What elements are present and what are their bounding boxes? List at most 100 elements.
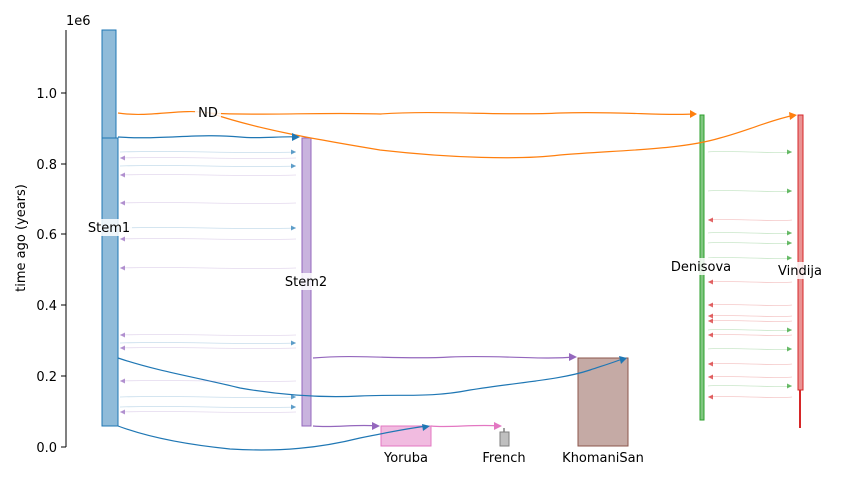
migration-line: [707, 348, 793, 350]
y-axis-title: time ago (years): [14, 184, 29, 292]
migration-arrowhead: [708, 313, 713, 319]
migration-line: [119, 342, 297, 344]
migration-arrowhead: [120, 200, 125, 206]
deme-box-vindija: [797, 114, 804, 391]
migration-line: [119, 411, 297, 413]
migration-lines: [119, 149, 793, 415]
arrow-stem1-yoruba: [422, 424, 430, 431]
migration-line: [119, 174, 297, 176]
migration-arrowhead: [291, 340, 296, 346]
label-bg-denisova: [668, 258, 734, 275]
deme-label-denisova: Denisova: [671, 260, 731, 275]
migration-line: [119, 165, 297, 167]
migration-line: [707, 219, 793, 221]
label-bg-stem1: [86, 219, 132, 236]
arrowheads: [292, 110, 797, 431]
line-stem1-to-stem2: [117, 135, 299, 139]
migration-line: [707, 320, 793, 322]
migration-arrowhead: [120, 345, 125, 351]
migration-line: [119, 380, 297, 382]
migration-line: [707, 190, 793, 192]
line-stem2-to-yoruba: [312, 424, 379, 428]
migration-arrowhead: [708, 361, 713, 367]
y-tick-label-4: 0.8: [36, 158, 57, 173]
migration-line: [707, 232, 793, 234]
y-ticks: 0.0 0.2 0.4 0.6 0.8 1.0: [36, 87, 66, 456]
deme-label-yoruba: Yoruba: [383, 451, 428, 466]
migration-line: [119, 406, 297, 408]
arrow-stem2-khomanisan: [569, 353, 577, 361]
deme-box-french: [499, 431, 510, 447]
deme-box-nd: [101, 29, 117, 139]
migration-line: [119, 238, 297, 240]
migration-arrowhead: [787, 188, 792, 194]
migration-arrowhead: [787, 255, 792, 261]
migration-line: [119, 157, 297, 159]
migration-arrowhead: [120, 155, 125, 161]
arrow-stem1-stem2: [292, 133, 300, 141]
ancestry-lines: [117, 110, 796, 451]
line-stem1-to-khomanisan: [117, 357, 626, 398]
migration-arrowhead: [291, 163, 296, 169]
migration-line: [119, 267, 297, 269]
line-stem1-to-yoruba: [117, 425, 429, 451]
migration-line: [119, 334, 297, 336]
migration-line: [707, 281, 793, 283]
migration-arrowhead: [708, 217, 713, 223]
line-stem2-to-khomanisan: [312, 355, 576, 359]
migration-arrowhead: [787, 230, 792, 236]
migration-arrowhead: [291, 394, 296, 400]
label-bg-vindija: [776, 262, 824, 279]
arrow-stem2-yoruba: [372, 422, 380, 430]
label-bg-nd: [195, 104, 221, 121]
y-tick-label-3: 0.6: [36, 228, 57, 243]
migration-arrowhead: [708, 279, 713, 285]
deme-label-khomanisan: KhomaniSan: [562, 451, 644, 466]
migration-arrowhead: [787, 149, 792, 155]
migration-line: [119, 347, 297, 349]
migration-arrowhead: [291, 404, 296, 410]
line-nd-to-vindija: [209, 112, 796, 159]
y-tick-label-1: 0.2: [36, 370, 57, 385]
migration-line: [119, 227, 297, 229]
migration-line: [707, 329, 793, 331]
migration-line: [707, 242, 793, 244]
migration-arrowhead: [708, 302, 713, 308]
migration-arrowhead: [708, 394, 713, 400]
migration-arrowhead: [708, 332, 713, 338]
migration-arrowhead: [787, 240, 792, 246]
migration-line: [707, 304, 793, 306]
arrow-nd-denisova: [690, 110, 697, 118]
migration-arrowhead: [708, 318, 713, 324]
label-bg-stem2: [283, 273, 329, 290]
y-tick-label-2: 0.4: [36, 299, 57, 314]
migration-line: [119, 396, 297, 398]
line-yoruba-to-french: [430, 424, 501, 428]
migration-line: [707, 151, 793, 153]
migration-arrowhead: [291, 149, 296, 155]
migration-line: [707, 396, 793, 398]
migration-arrowhead: [787, 383, 792, 389]
migration-arrowhead: [120, 236, 125, 242]
migration-arrowhead: [708, 374, 713, 380]
migration-arrowhead: [291, 225, 296, 231]
arrow-yoruba-french: [494, 422, 502, 430]
deme-label-vindija: Vindija: [778, 264, 822, 279]
arrow-stem1-khomanisan: [619, 356, 627, 364]
migration-line: [707, 315, 793, 317]
migration-arrowhead: [120, 409, 125, 415]
migration-arrowhead: [120, 265, 125, 271]
migration-arrowhead: [120, 172, 125, 178]
y-scale-exponent: 1e6: [66, 14, 91, 29]
y-tick-label-5: 1.0: [36, 87, 57, 102]
deme-box-khomanisan: [577, 357, 629, 447]
deme-box-stem1: [101, 137, 119, 427]
deme-label-french: French: [482, 451, 525, 466]
migration-line: [119, 202, 297, 204]
migration-arrowhead: [787, 327, 792, 333]
migration-line: [707, 376, 793, 378]
migration-arrowhead: [787, 346, 792, 352]
migration-line: [707, 385, 793, 387]
